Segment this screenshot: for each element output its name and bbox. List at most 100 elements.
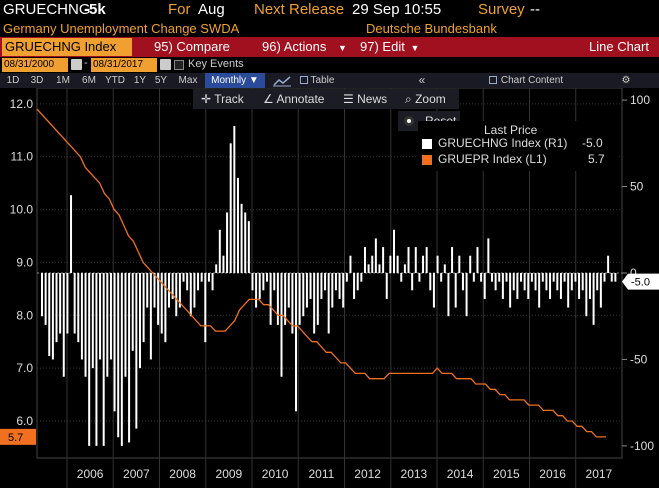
bar [255, 273, 258, 308]
bar [204, 273, 207, 343]
period-1y-button[interactable]: 1Y [133, 75, 147, 86]
crosshair-icon: ✛ [201, 92, 212, 106]
zoom-label: Zoom [415, 92, 446, 106]
bar [458, 255, 461, 273]
bar [233, 126, 236, 273]
period-1d-button[interactable]: 1D [6, 75, 20, 86]
bar [349, 255, 352, 273]
bar [338, 273, 341, 299]
bar [302, 273, 305, 317]
left-tick-label: 8.0 [16, 308, 33, 322]
period-5y-button[interactable]: 5Y [154, 75, 168, 86]
security-input[interactable]: GRUECHNG Index [2, 38, 132, 56]
calendar-icon[interactable] [71, 59, 82, 70]
actions-button[interactable]: 96) Actions ▼ [262, 37, 347, 57]
period-1m-button[interactable]: 1M [56, 75, 70, 86]
calendar-icon[interactable] [160, 59, 171, 70]
bar [218, 229, 221, 273]
key-events-checkbox[interactable] [174, 60, 184, 70]
period-6m-button[interactable]: 6M [82, 75, 96, 86]
bar [545, 273, 548, 291]
survey-label: Survey [478, 1, 525, 18]
bar [530, 273, 533, 282]
bar [429, 273, 432, 291]
news-button[interactable]: ☰ News [343, 89, 387, 109]
track-button[interactable]: ✛ Track [201, 89, 244, 109]
bar [131, 273, 134, 351]
right-last-value-label: -5.0 [631, 277, 650, 289]
period-ytd-button[interactable]: YTD [105, 75, 125, 86]
gear-icon[interactable]: ⚙ [621, 75, 631, 86]
bar [389, 255, 392, 273]
bar [175, 273, 178, 317]
chart-content-icon [488, 76, 497, 85]
bar [142, 273, 145, 343]
bar [120, 273, 123, 446]
table-button[interactable]: Table [297, 73, 337, 88]
bar [476, 247, 479, 273]
bar [363, 247, 366, 273]
bar [77, 273, 80, 343]
bar [207, 273, 210, 282]
bar [66, 273, 69, 334]
bar [407, 247, 410, 273]
legend-item-value: -5.0 [582, 136, 603, 150]
legend-item-name: GRUEPR Index (L1) [438, 152, 547, 166]
reset-icon [404, 116, 414, 126]
bar [599, 273, 602, 308]
annotate-button[interactable]: ∠ Annotate [263, 89, 324, 109]
bar [570, 273, 573, 291]
bar [345, 273, 348, 282]
period-3d-button[interactable]: 3D [30, 75, 44, 86]
x-tick-label: 2016 [539, 467, 566, 481]
bar [603, 273, 606, 282]
bar [273, 273, 276, 291]
zoom-button[interactable]: ⌕ Zoom [405, 89, 446, 109]
left-last-value-label: 5.7 [8, 432, 23, 444]
bar [309, 273, 312, 299]
actions-num: 96) [262, 39, 281, 54]
bar [197, 273, 200, 291]
x-tick-label: 2013 [401, 467, 428, 481]
line-chart-icon[interactable] [270, 73, 294, 88]
x-tick-label: 2012 [354, 467, 381, 481]
x-tick-label: 2017 [586, 467, 613, 481]
bar [483, 273, 486, 299]
bar [585, 273, 588, 317]
next-release-value: 29 Sep 10:55 [352, 1, 442, 18]
bar [523, 273, 526, 291]
bar [614, 273, 617, 282]
period-max-button[interactable]: Max [178, 75, 198, 86]
bar [138, 273, 141, 369]
bar [422, 255, 425, 273]
bar [298, 273, 301, 325]
chart-tools-bar: ✛ Track ∠ Annotate ☰ News ⌕ Zoom [193, 89, 459, 109]
left-tick-label: 7.0 [16, 361, 33, 375]
bar [124, 273, 127, 377]
bar [320, 273, 323, 299]
key-events-label: Key Events [188, 58, 244, 70]
bar [382, 247, 385, 273]
bar [113, 273, 116, 412]
title-row: GRUECHNG -5k For Aug Next Release 29 Sep… [0, 0, 659, 20]
bar [534, 273, 537, 291]
bar [443, 264, 446, 273]
collapse-button[interactable]: « [418, 73, 426, 87]
bar [258, 273, 261, 299]
bar [269, 273, 272, 325]
frequency-dropdown[interactable]: Monthly ▼ [205, 73, 265, 88]
compare-label: Compare [176, 39, 230, 54]
start-date-input[interactable]: 08/31/2000 [2, 58, 68, 72]
end-date-input[interactable]: 08/31/2017 [91, 58, 157, 72]
for-label: For [168, 1, 191, 18]
compare-button[interactable]: 95) Compare [154, 37, 230, 57]
x-tick-label: 2008 [169, 467, 196, 481]
bar [284, 273, 287, 325]
bar [48, 273, 51, 356]
legend-item-value: 5.7 [588, 152, 605, 166]
bar [280, 273, 283, 377]
bar [215, 264, 218, 273]
edit-button[interactable]: 97) Edit ▼ [360, 37, 419, 57]
chart-content-button[interactable]: Chart Content [476, 73, 576, 88]
bar [567, 273, 570, 308]
